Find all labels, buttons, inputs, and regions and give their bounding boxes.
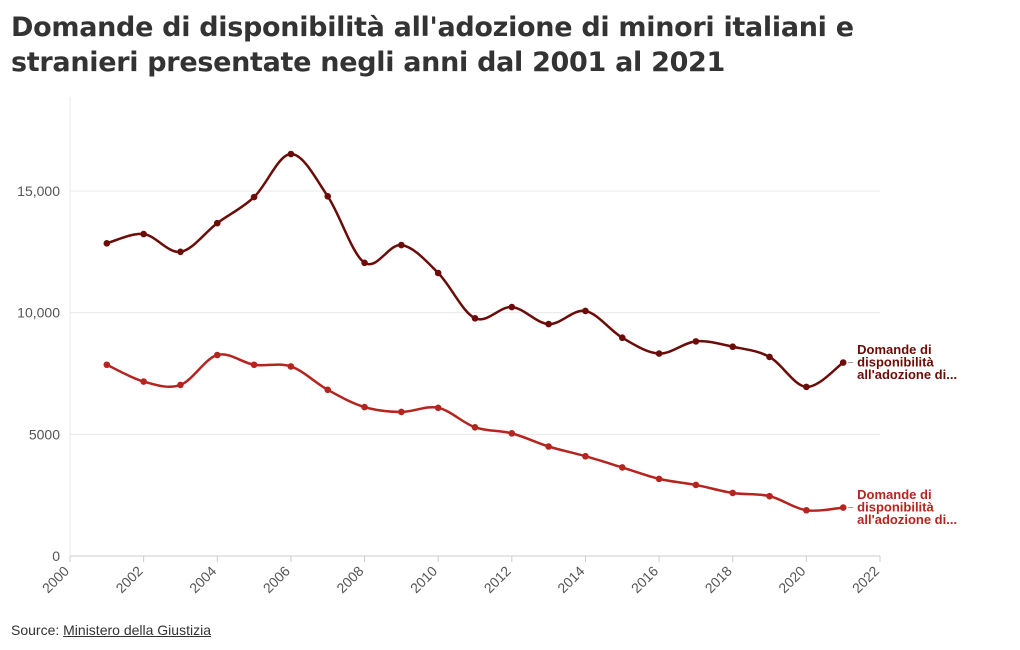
series-1-point[interactable]	[766, 353, 773, 361]
series-2-label-line: disponibilità	[857, 500, 934, 515]
x-tick-label: 2008	[333, 563, 366, 596]
x-tick-label: 2002	[112, 563, 145, 596]
series-1-point[interactable]	[324, 193, 332, 200]
series-1-point[interactable]	[434, 269, 442, 277]
series-1-point[interactable]	[803, 383, 810, 391]
series-2-point[interactable]	[582, 452, 589, 460]
series-1-point[interactable]	[213, 219, 221, 227]
series-2-point[interactable]	[508, 430, 516, 437]
series-1-point[interactable]	[655, 350, 663, 357]
source-note: Source: Ministero della Giustizia	[11, 622, 211, 638]
series-1-label-line: all'adozione di...	[857, 367, 957, 382]
x-tick-label: 2004	[186, 563, 219, 596]
series-2-point[interactable]	[213, 351, 221, 359]
series-2-point[interactable]	[361, 403, 368, 411]
series-1-point[interactable]	[582, 307, 589, 315]
series-1-point[interactable]	[103, 240, 111, 247]
series-group	[103, 150, 847, 514]
y-tick-label: 10,000	[17, 305, 60, 321]
series-2-point[interactable]	[434, 404, 442, 412]
series-2-point[interactable]	[471, 423, 479, 431]
series-2-point[interactable]	[140, 378, 147, 385]
series-2-point[interactable]	[839, 504, 847, 511]
series-1-point[interactable]	[545, 320, 552, 328]
series-1-point[interactable]	[618, 334, 626, 342]
x-tick-label: 2020	[775, 563, 808, 596]
x-tick-label: 2012	[481, 563, 514, 596]
series-1-point[interactable]	[839, 359, 847, 366]
x-tick-label: 2000	[39, 563, 72, 596]
series-2-point[interactable]	[545, 443, 552, 450]
series-2-point[interactable]	[324, 386, 332, 394]
series-2-point[interactable]	[803, 506, 810, 514]
y-tick-label: 5000	[29, 426, 60, 442]
series-1-point[interactable]	[361, 259, 368, 267]
series-2-point[interactable]	[618, 464, 626, 471]
source-link[interactable]: Ministero della Giustizia	[63, 622, 211, 638]
series-1-point[interactable]	[729, 343, 737, 351]
series-2-point[interactable]	[655, 475, 663, 483]
series-1-point[interactable]	[287, 150, 295, 158]
series-2-point[interactable]	[729, 489, 737, 497]
x-tick-label: 2022	[849, 563, 882, 596]
series-2-point[interactable]	[766, 492, 773, 500]
series-2-point[interactable]	[287, 363, 295, 370]
series-1-point[interactable]	[398, 241, 405, 249]
series-2-point[interactable]	[692, 481, 700, 489]
x-tick-label: 2006	[260, 563, 293, 596]
series-1-point[interactable]	[508, 303, 516, 311]
series-1-point[interactable]	[140, 230, 147, 238]
series-2-point[interactable]	[250, 361, 258, 369]
x-tick-label: 2010	[407, 563, 440, 596]
series-2-label-line: all'adozione di...	[857, 512, 957, 527]
series-2-point[interactable]	[103, 361, 111, 369]
series-2-point[interactable]	[177, 381, 184, 389]
series-1-point[interactable]	[692, 338, 700, 345]
series-1-point[interactable]	[177, 248, 184, 256]
y-tick-label: 15,000	[17, 183, 60, 199]
series-2-line	[106, 353, 844, 512]
x-tick-label: 2018	[702, 563, 735, 596]
chart-title: Domande di disponibilità all'adozione di…	[11, 12, 854, 78]
series-1-point[interactable]	[250, 193, 258, 201]
x-tick-label: 2016	[628, 563, 661, 596]
axes: 0 5000 10,000 15,000 2000 2002 2004 2006 2008 201…	[17, 97, 882, 596]
series-1-label-line: disponibilità	[857, 355, 934, 370]
y-tick-label: 0	[52, 548, 60, 564]
series-1-point[interactable]	[471, 314, 479, 322]
series-1-label-line: Domande di	[857, 342, 931, 357]
source-prefix: Source:	[11, 622, 64, 638]
x-tick-label: 2014	[554, 563, 587, 596]
series-2-label-line: Domande di	[857, 487, 931, 502]
series-2-point[interactable]	[398, 408, 405, 416]
